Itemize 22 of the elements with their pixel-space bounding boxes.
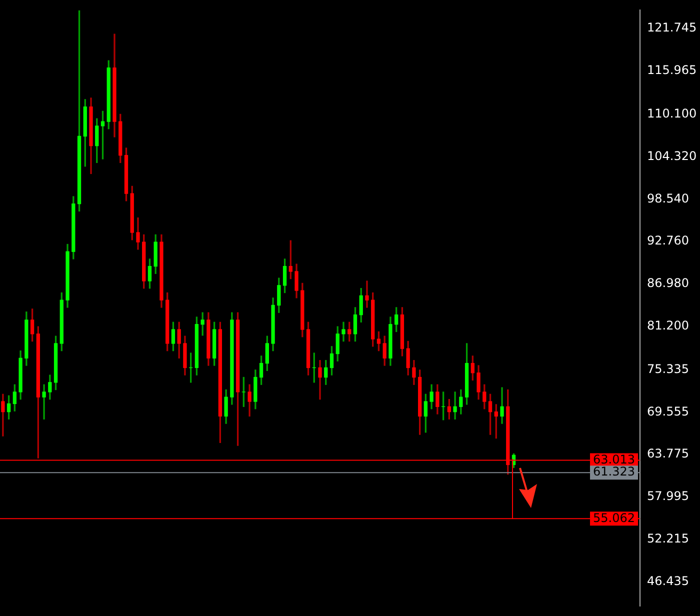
y-tick-label: 121.745 xyxy=(647,20,697,35)
y-tick-label: 81.200 xyxy=(647,318,689,333)
y-tick-label: 86.980 xyxy=(647,276,689,290)
ref-line-label: 61.323 xyxy=(593,464,636,479)
candlestick xyxy=(318,360,322,400)
y-tick-label: 104.320 xyxy=(647,148,697,163)
y-tick-label: 63.775 xyxy=(647,446,689,461)
candlestick xyxy=(453,392,457,420)
y-tick-label: 110.100 xyxy=(647,106,697,120)
y-tick-label: 75.335 xyxy=(647,362,689,376)
y-tick-label: 69.555 xyxy=(647,404,689,418)
y-tick-label: 115.965 xyxy=(647,63,697,78)
y-tick-label: 57.995 xyxy=(647,489,689,504)
ref-line-label: 55.062 xyxy=(593,510,636,525)
y-tick-label: 46.435 xyxy=(647,574,689,588)
candlestick xyxy=(42,384,46,420)
candlestick xyxy=(200,312,204,336)
y-tick-label: 98.540 xyxy=(647,191,689,206)
ref-line-label: 63.013 xyxy=(593,452,636,466)
candlestick xyxy=(365,280,369,308)
y-tick-label: 52.215 xyxy=(647,532,689,546)
y-tick-label: 92.760 xyxy=(647,234,689,248)
